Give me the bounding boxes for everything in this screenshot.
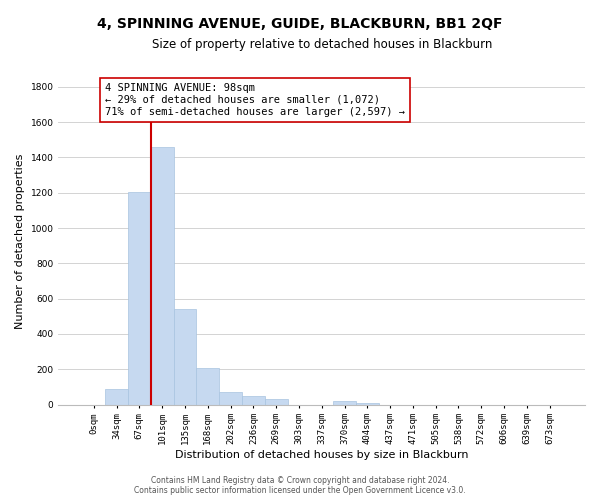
Text: 4, SPINNING AVENUE, GUIDE, BLACKBURN, BB1 2QF: 4, SPINNING AVENUE, GUIDE, BLACKBURN, BB…: [97, 18, 503, 32]
Bar: [265, 400, 287, 404]
Bar: [242, 396, 265, 404]
Bar: [333, 401, 356, 404]
Bar: [196, 368, 219, 404]
Bar: [128, 192, 151, 404]
X-axis label: Distribution of detached houses by size in Blackburn: Distribution of detached houses by size …: [175, 450, 469, 460]
Text: 4 SPINNING AVENUE: 98sqm
← 29% of detached houses are smaller (1,072)
71% of sem: 4 SPINNING AVENUE: 98sqm ← 29% of detach…: [105, 84, 405, 116]
Bar: [105, 388, 128, 404]
Bar: [151, 147, 173, 405]
Bar: [356, 403, 379, 404]
Bar: [173, 310, 196, 404]
Title: Size of property relative to detached houses in Blackburn: Size of property relative to detached ho…: [152, 38, 492, 51]
Y-axis label: Number of detached properties: Number of detached properties: [15, 154, 25, 329]
Text: Contains HM Land Registry data © Crown copyright and database right 2024.
Contai: Contains HM Land Registry data © Crown c…: [134, 476, 466, 495]
Bar: [219, 392, 242, 404]
